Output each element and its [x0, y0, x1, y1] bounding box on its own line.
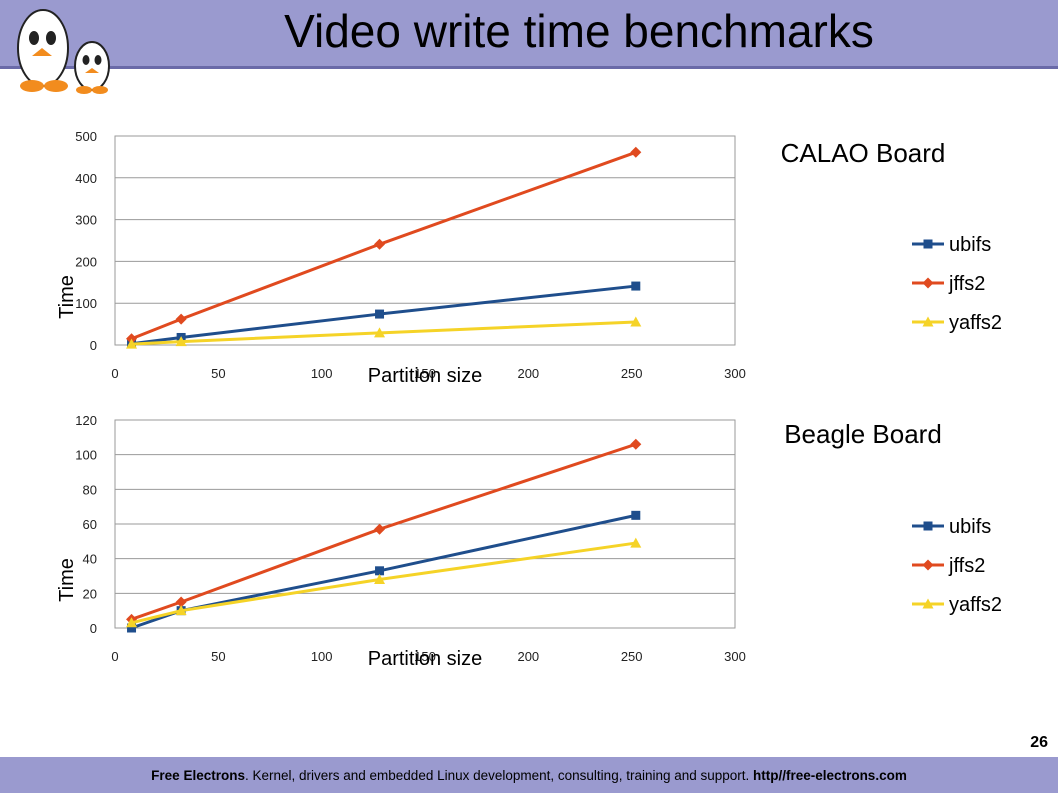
chart1-point-yaffs2	[374, 327, 386, 338]
chart2-x-tick-label: 50	[211, 649, 225, 664]
chart2-series-line-jffs2	[131, 442, 637, 621]
chart2-y-axis-label: Time	[56, 558, 78, 602]
chart2-series-line-ubifs	[131, 513, 637, 630]
chart2-x-axis-label: Partition size	[368, 648, 483, 670]
chart2-y-tick-label: 80	[83, 482, 97, 497]
chart2-legend-marker-jffs2	[922, 559, 934, 571]
chart2-point-ubifs	[375, 566, 385, 576]
chart1-y-tick-label: 400	[75, 171, 97, 186]
chart1-legend-marker-jffs2	[922, 277, 934, 289]
footer-brand: Free Electrons	[151, 768, 245, 783]
chart2-x-tick-label: 150	[414, 649, 436, 664]
chart1-series-line-yaffs2	[131, 320, 636, 346]
footer-text: Free Electrons. Kernel, drivers and embe…	[0, 768, 1058, 783]
slide-header	[0, 0, 1058, 69]
chart1-title: CALAO Board	[781, 138, 946, 168]
chart1-y-tick-label: 500	[75, 129, 97, 144]
chart1-legend-marker-yaffs2	[922, 316, 934, 327]
chart1-point-jffs2	[374, 238, 386, 250]
chart2-point-ubifs	[631, 510, 641, 520]
calao-board-chart: 0 100 200 300 400 500 0 50 100 150 200 250 300 Partit…	[56, 129, 1002, 387]
penguin-logo-icon	[17, 9, 110, 94]
chart2-x-tick-label: 250	[621, 649, 643, 664]
chart2-x-tick-label: 200	[517, 649, 539, 664]
chart2-legend-label-jffs2: jffs2	[948, 555, 985, 577]
chart1-series-line-jffs2	[130, 150, 637, 341]
chart1-plot-area	[114, 135, 736, 346]
chart2-legend-label-yaffs2: yaffs2	[949, 594, 1002, 616]
chart2-legend-label-ubifs: ubifs	[949, 516, 991, 538]
chart1-y-tick-label: 100	[75, 296, 97, 311]
chart2-series-line-yaffs2	[131, 541, 637, 625]
chart2-point-jffs2	[630, 438, 642, 450]
chart2-y-tick-label: 60	[83, 517, 97, 532]
chart2-legend-marker-yaffs2	[922, 598, 934, 609]
chart1-x-tick-label: 250	[621, 366, 643, 381]
chart2-y-tick-label: 120	[75, 413, 97, 428]
chart1-x-axis-label: Partition size	[368, 365, 483, 387]
chart1-y-tick-label: 200	[75, 254, 97, 269]
chart1-x-tick-label: 200	[517, 366, 539, 381]
chart1-series-line-ubifs	[131, 284, 636, 346]
chart2-point-yaffs2	[126, 617, 138, 628]
chart1-point-jffs2	[175, 313, 187, 325]
chart1-legend-label-jffs2: jffs2	[948, 273, 985, 295]
chart2-point-ubifs	[127, 623, 137, 633]
chart2-title: Beagle Board	[784, 419, 942, 449]
chart2-x-tick-label: 100	[311, 649, 333, 664]
chart1-point-yaffs2	[630, 316, 642, 327]
footer-description: . Kernel, drivers and embedded Linux dev…	[244, 768, 754, 783]
chart1-y-axis-label: Time	[56, 275, 78, 319]
chart1-x-tick-label: 300	[724, 366, 746, 381]
chart2-x-tick-label: 0	[111, 649, 118, 664]
chart2-point-yaffs2	[630, 537, 642, 548]
chart1-point-ubifs	[375, 309, 385, 319]
chart2-y-tick-label: 20	[83, 586, 97, 601]
chart1-point-yaffs2	[175, 336, 187, 347]
chart1-legend-marker-ubifs	[923, 239, 933, 249]
slide-title: Video write time benchmarks	[284, 5, 874, 57]
chart1-point-ubifs	[631, 281, 641, 291]
chart1-legend-label-yaffs2: yaffs2	[949, 312, 1002, 334]
chart1-y-tick-label: 0	[90, 338, 97, 353]
chart1-y-tick-label: 300	[75, 213, 97, 228]
chart2-y-tick-label: 40	[83, 552, 97, 567]
chart2-y-tick-label: 0	[90, 621, 97, 636]
slide-footer	[0, 757, 1058, 793]
chart2-point-yaffs2	[374, 573, 386, 584]
chart2-y-tick-label: 100	[75, 448, 97, 463]
chart1-x-tick-label: 150	[414, 366, 436, 381]
chart1-x-tick-label: 50	[211, 366, 225, 381]
page-number: 26	[1030, 734, 1048, 751]
chart2-legend-marker-ubifs	[923, 521, 933, 531]
chart1-x-tick-label: 0	[111, 366, 118, 381]
chart1-point-jffs2	[630, 146, 642, 158]
chart1-point-yaffs2	[126, 338, 138, 349]
chart2-point-jffs2	[374, 523, 386, 535]
chart2-point-jffs2	[175, 596, 187, 608]
chart2-point-yaffs2	[175, 605, 187, 616]
chart2-x-tick-label: 300	[724, 649, 746, 664]
footer-url: http//free-electrons.com	[753, 768, 907, 783]
chart1-x-tick-label: 100	[311, 366, 333, 381]
beagle-board-chart: 0 20 40 60 80 100 120 0 50 100 150 200 250 300 Partiti…	[56, 413, 1002, 670]
chart1-legend-label-ubifs: ubifs	[949, 234, 991, 256]
